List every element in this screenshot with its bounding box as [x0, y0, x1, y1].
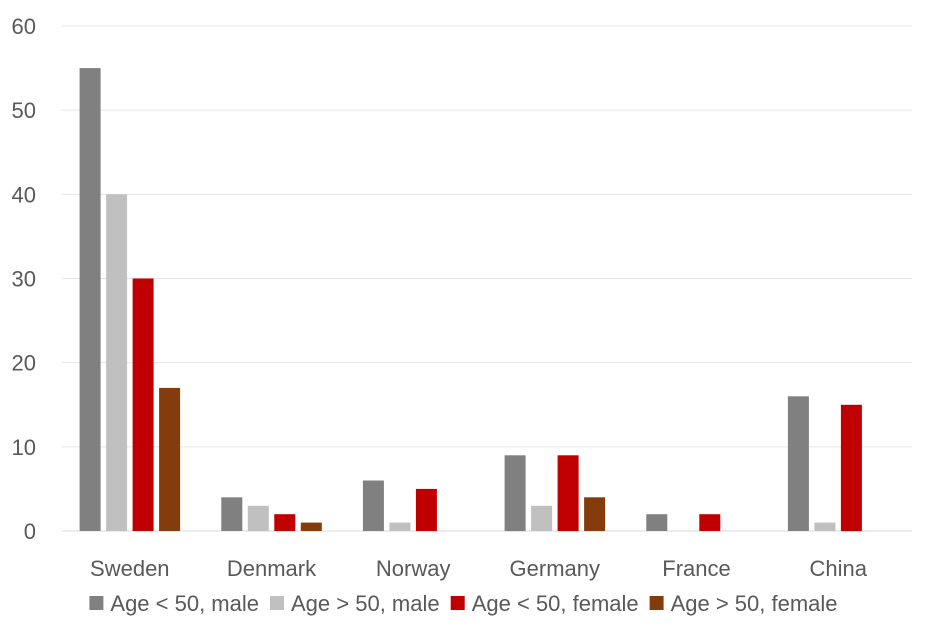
- bar-sweden-series-1: [79, 68, 101, 531]
- legend: Age < 50, male Age > 50, male Age < 50, fe…: [89, 591, 838, 616]
- gridlines: [62, 25, 912, 532]
- bar-germany-series-4: [584, 497, 606, 531]
- legend-swatch: [270, 596, 284, 610]
- y-tick-label: 10: [12, 435, 36, 460]
- x-category-label: Norway: [376, 556, 451, 581]
- bar-sweden-series-3: [132, 278, 154, 531]
- bar-sweden-series-4: [159, 387, 181, 531]
- x-category-label: Sweden: [90, 556, 170, 581]
- legend-swatch: [450, 596, 465, 610]
- legend-swatch: [89, 596, 104, 610]
- y-tick-label: 0: [24, 519, 36, 544]
- legend-label: Age < 50, male: [110, 591, 259, 616]
- y-tick-label: 40: [12, 182, 36, 207]
- bar-norway-series-3: [415, 488, 437, 531]
- legend-label: Age > 50, male: [291, 591, 440, 616]
- y-axis-ticks: 0 10 20 30 40 50 60: [12, 14, 36, 544]
- legend-label: Age < 50, female: [472, 591, 639, 616]
- bar-germany-series-3: [557, 455, 579, 532]
- x-axis-categories: Sweden Denmark Norway Germany France China: [90, 556, 868, 581]
- y-tick-label: 60: [12, 14, 36, 39]
- x-category-label: France: [662, 556, 730, 581]
- x-category-label: Germany: [510, 556, 600, 581]
- x-category-label: Denmark: [227, 556, 317, 581]
- x-category-label: China: [809, 556, 867, 581]
- bar-germany-series-1: [504, 455, 526, 532]
- bar-denmark-series-4: [300, 522, 322, 531]
- y-tick-label: 20: [12, 351, 36, 376]
- bar-norway-series-2: [389, 522, 411, 531]
- bar-norway-series-1: [362, 480, 384, 531]
- legend-swatch: [649, 596, 664, 610]
- bars: [79, 68, 862, 532]
- y-tick-label: 50: [12, 98, 36, 123]
- bar-sweden-series-2: [106, 194, 128, 532]
- y-tick-label: 30: [12, 267, 36, 292]
- bar-france-series-1: [646, 514, 668, 531]
- bar-denmark-series-2: [247, 505, 269, 532]
- legend-label: Age > 50, female: [671, 591, 838, 616]
- bar-denmark-series-3: [274, 514, 296, 531]
- bar-china-series-2: [814, 522, 836, 531]
- bar-china-series-1: [787, 396, 809, 531]
- bar-denmark-series-1: [221, 497, 243, 531]
- bar-france-series-3: [699, 514, 721, 531]
- bar-germany-series-2: [531, 505, 553, 532]
- bar-china-series-3: [840, 404, 862, 532]
